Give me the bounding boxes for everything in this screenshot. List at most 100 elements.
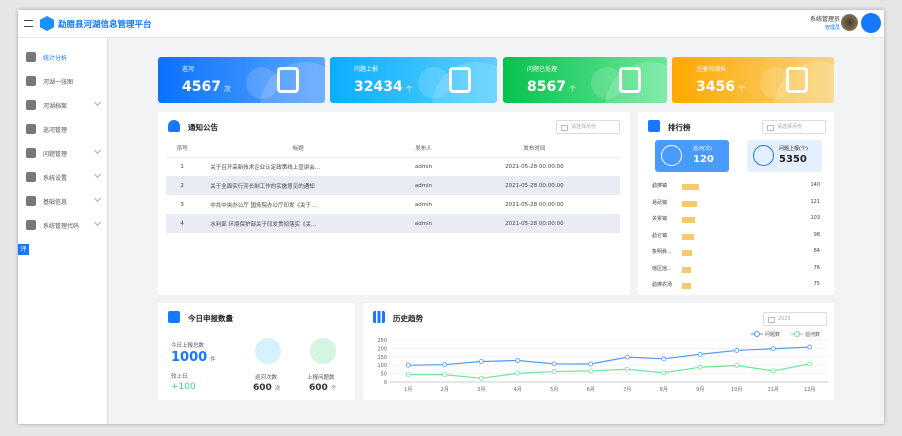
table-row[interactable]: 2 关于全面实行河长制工作的实施意见的通知 admin 2021-05-28 00:0… [166, 176, 620, 195]
pie-chart-icon [26, 52, 36, 62]
ranking-bar [682, 184, 699, 190]
sidebar-item-7[interactable]: 系统管理代码 [18, 215, 108, 235]
summary-value: 5350 [779, 154, 807, 165]
ranking-bar [682, 217, 695, 223]
map-icon [26, 76, 36, 86]
table-cell: 2021-05-28 00:00:00 [448, 176, 620, 195]
table-cell: admin [398, 214, 449, 233]
sidebar-item-3[interactable]: 巡河管理 [18, 119, 108, 139]
data-point [770, 346, 776, 352]
logo-icon [40, 16, 54, 31]
data-point [807, 344, 813, 350]
upload-doc-icon [310, 338, 336, 364]
bell-icon [168, 120, 180, 132]
data-point [734, 348, 740, 353]
ranking-name: 象明彝... [652, 249, 672, 255]
x-tick-label: 12月 [804, 387, 815, 393]
bar-chart-icon [373, 311, 385, 323]
sidebar-item-5[interactable]: 系统设置 [18, 167, 108, 187]
ranking-item: 勐捧镇 140 [652, 182, 820, 194]
archive-icon [26, 100, 36, 110]
stat-card-handled[interactable]: 问题已处理 8567 个 [503, 57, 667, 103]
notice-table: 序号 标题 发布人 发布时间 1 关于召开高新技术企业认定政策线上宣讲会... admin 2… [166, 140, 620, 233]
total-value: 1000 [171, 350, 208, 365]
ranking-name: 瑶区瑶... [652, 265, 672, 272]
legend-marker [754, 331, 760, 337]
table-cell: 4 [166, 214, 199, 233]
x-tick-label: 6月 [587, 387, 595, 393]
stat-label: 问题上报 [354, 66, 379, 73]
gear-icon [26, 172, 36, 182]
table-cell: admin [398, 176, 449, 195]
avatar[interactable] [841, 14, 858, 31]
summary-patrol: 巡河(次) 120 [655, 140, 729, 172]
gear-icon [26, 220, 36, 230]
table-row[interactable]: 4 水利部 环境保护部关于印发贯彻落实《关... admin 2021-05-28 0… [166, 214, 620, 233]
trend-title: 历史趋势 [393, 314, 423, 323]
apps-icon[interactable] [861, 13, 881, 33]
stat-card-chief[interactable]: 注册河湖长 3456 个 [672, 57, 834, 103]
stat-card-report[interactable]: 问题上报 32434 个 [330, 57, 497, 103]
stat-label: 问题已处理 [527, 66, 558, 73]
data-point [515, 370, 521, 376]
ranking-value: 98 [813, 231, 820, 238]
table-cell: 2021-05-28 00:00:00 [505, 163, 564, 170]
sidebar-item-4[interactable]: 问题管理 [18, 143, 108, 163]
sidebar-item-1[interactable]: 河湖一张图 [18, 71, 108, 91]
ranking-month-picker[interactable]: 请选择月份 [762, 120, 826, 134]
menu-toggle-icon[interactable] [24, 20, 33, 27]
data-point [405, 362, 411, 368]
ranking-value: 140 [810, 182, 820, 188]
table-cell: 2 [166, 176, 199, 195]
ranking-item: 勐捧农场 75 [652, 281, 820, 293]
x-tick-label: 1月 [404, 387, 412, 393]
sidebar-item-label: 系统设置 [43, 174, 68, 182]
y-tick-label: 150 [377, 355, 387, 361]
y-tick-label: 250 [377, 338, 387, 344]
list-icon [26, 196, 36, 206]
data-point [624, 366, 630, 372]
checklist-icon [619, 67, 641, 93]
report-label: 上报问题数 [307, 375, 335, 381]
header: 勐腊县河湖信息管理平台 系统管理员 管理员 [18, 10, 884, 38]
chevron-down-icon [93, 98, 102, 107]
sidebar-item-6[interactable]: 基础信息 [18, 191, 108, 211]
table-row[interactable]: 3 中共中央办公厅 国务院办公厅印发《关于... admin 2021-05-28 0… [166, 195, 620, 214]
ranking-name: 勐仑镇 [652, 232, 668, 239]
table-cell: 中共中央办公厅 国务院办公厅印发《关于... [210, 202, 317, 209]
total-label: 今日上报总数 [171, 343, 205, 349]
app-window: 勐腊县河湖信息管理平台 系统管理员 管理员 统计分析 河湖一张图 河湖档案 巡河管理问… [18, 10, 884, 424]
data-point [807, 361, 813, 367]
table-cell: 2021-05-28 00:00:00 [505, 201, 564, 208]
ranking-bar [682, 283, 692, 289]
sidebar-item-label: 巡河管理 [43, 126, 68, 134]
chevron-down-icon [93, 146, 102, 155]
ranking-item: 易武镇 121 [652, 199, 820, 211]
problem-icon [26, 148, 36, 158]
ranking-item: 象明彝... 84 [652, 248, 820, 260]
sidebar-item-0[interactable]: 统计分析 [18, 47, 108, 67]
table-row[interactable]: 1 关于召开高新技术企业认定政策线上宣讲会... admin 2021-05-28 0… [166, 157, 620, 176]
y-tick-label: 0 [384, 380, 387, 386]
data-point [624, 354, 630, 360]
ranking-name: 勐捧农场 [652, 282, 673, 288]
patrol-unit: 次 [274, 386, 281, 392]
stat-unit: 个 [405, 85, 413, 93]
stat-card-patrol[interactable]: 巡河 4567 次 [158, 57, 325, 103]
notice-panel: 通知公告 请选择月份 序号 标题 发布人 发布时间 1 关于召开高新技术企业认定政策线上宣… [158, 112, 630, 295]
patrol-value: 600 [253, 383, 272, 393]
feedback-tag[interactable]: 评 [18, 244, 29, 255]
sidebar-item-label: 河湖档案 [43, 102, 68, 110]
stat-value: 8567 [527, 79, 566, 95]
compare-label: 较上日 [171, 374, 188, 380]
sidebar-item-2[interactable]: 河湖档案 [18, 95, 108, 115]
data-point [697, 351, 703, 357]
notice-month-picker[interactable]: 请选择月份 [556, 120, 620, 134]
data-point [697, 364, 703, 370]
ranking-value: 121 [810, 198, 820, 205]
stat-label: 巡河 [182, 66, 195, 73]
column-header: 发布时间 [448, 140, 620, 158]
year-picker[interactable]: 2023 [763, 312, 827, 326]
x-tick-label: 8月 [660, 387, 668, 393]
sidebar-item-label: 问题管理 [43, 150, 68, 158]
